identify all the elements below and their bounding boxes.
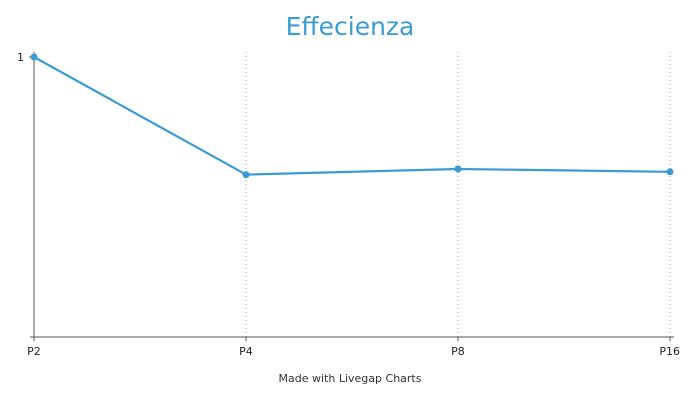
x-tick-labels: P2 P4 P8 P16 [27, 345, 680, 358]
x-tick-label: P16 [659, 345, 680, 358]
axes: 1 [17, 51, 674, 339]
chart-credit: Made with Livegap Charts [278, 372, 422, 385]
y-tick-label: 1 [17, 51, 24, 64]
x-tick-label: P4 [239, 345, 253, 358]
chart-title: Effecienza [285, 12, 415, 41]
data-point[interactable] [666, 168, 674, 176]
data-point[interactable] [454, 165, 462, 173]
gridlines [33, 52, 671, 341]
series [30, 53, 674, 179]
series-line [33, 56, 671, 176]
data-point[interactable] [30, 53, 38, 61]
x-tick-label: P8 [451, 345, 465, 358]
x-tick-label: P2 [27, 345, 41, 358]
data-point[interactable] [242, 171, 250, 179]
